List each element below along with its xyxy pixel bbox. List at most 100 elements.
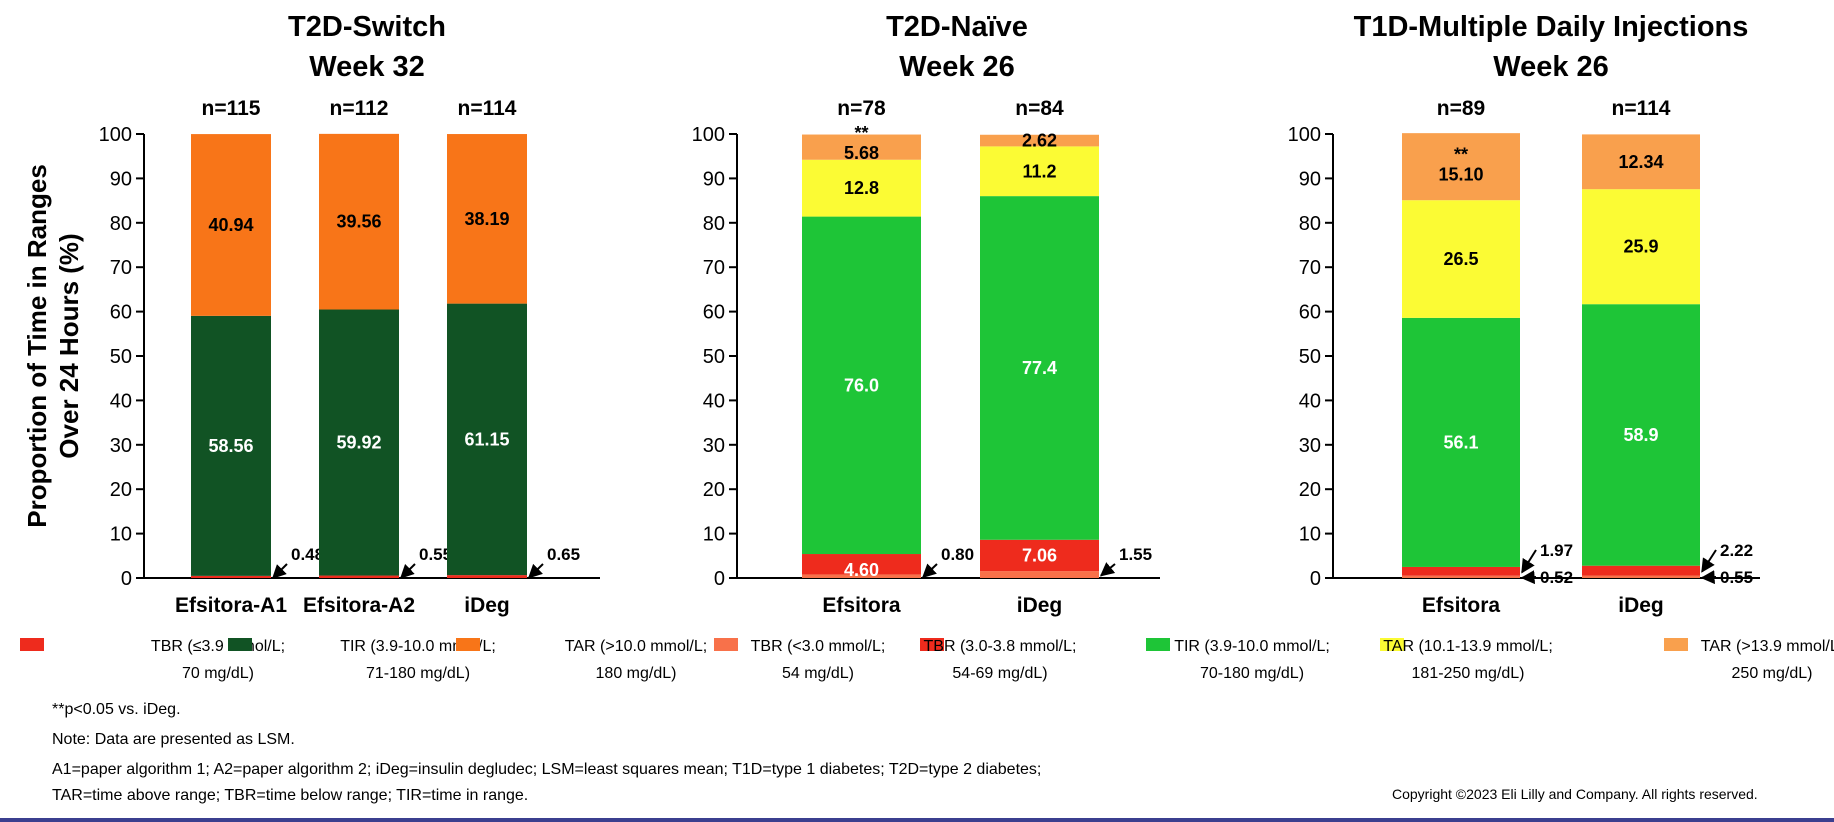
legend-label-line-2: 71-180 mg/dL)	[366, 665, 470, 682]
legend-item: TIR (3.9-10.0 mmol/L; 70-180 mg/dL)	[1146, 638, 1330, 682]
y-tick-label: 40	[703, 390, 725, 412]
data-label: 0.55	[1720, 568, 1753, 587]
sample-size-label: n=89	[1437, 97, 1485, 120]
legend-item: TBR (3.0-3.8 mmol/L; 54-69 mg/dL)	[920, 638, 1076, 682]
sample-size-label: n=78	[837, 97, 886, 120]
data-label: 39.56	[336, 212, 381, 232]
data-label: 0.80	[941, 545, 974, 564]
data-label: 0.55	[419, 545, 452, 564]
copyright-notice: Copyright ©2023 Eli Lilly and Company. A…	[1392, 786, 1758, 802]
legend-swatch	[1380, 638, 1404, 651]
bar-segment-tbr-0	[802, 574, 921, 578]
sample-size-label: n=112	[330, 97, 389, 120]
y-tick-label: 40	[1299, 390, 1321, 412]
y-tick-label: 0	[1310, 568, 1321, 590]
y-tick-label: 30	[110, 435, 132, 457]
legend-label-line-2: 181-250 mg/dL)	[1412, 665, 1525, 682]
legend-swatch	[714, 638, 738, 651]
bar-segment-tir-2	[980, 196, 1099, 540]
bar-segment-tbr-1	[1402, 566, 1520, 576]
bar-segment-tir-1	[191, 315, 271, 576]
data-label: 38.19	[464, 209, 509, 229]
y-tick-label: 80	[110, 213, 132, 235]
bar-segment-tar-4	[1582, 134, 1700, 190]
legend-item: TBR (<3.0 mmol/L; 54 mg/dL)	[714, 638, 885, 682]
bar-ideg: n=84 iDeg 1.55 7.06 77.4 11.2 2.62	[980, 97, 1152, 617]
x-category-label: iDeg	[1017, 594, 1063, 617]
data-label: 59.92	[336, 433, 381, 453]
legend-item: TAR (>10.0 mmol/L; 180 mg/dL)	[456, 638, 707, 682]
chart-subtitle: Week 32	[309, 51, 425, 83]
chart-subtitle: Week 26	[1493, 51, 1609, 83]
bar-segment-tir-2	[802, 216, 921, 555]
data-label: 12.34	[1618, 152, 1663, 172]
bar-segment-tir-2	[1582, 304, 1700, 566]
bar-ideg: n=114 iDeg 0.55 2.22 58.9 25.9 12.34	[1582, 97, 1753, 617]
significance-marker: **	[1454, 145, 1468, 165]
sample-size-label: n=84	[1015, 97, 1064, 120]
legend-label-line-2: 70-180 mg/dL)	[1200, 665, 1304, 682]
y-tick-label: 80	[1299, 213, 1321, 235]
bar-segment-tir-1	[319, 309, 399, 576]
data-label: 26.5	[1443, 249, 1478, 269]
data-label: 7.06	[1022, 545, 1057, 565]
bar-efsitora-a1: n=115 Efsitora-A1 0.48 58.56 40.94	[175, 97, 324, 617]
bottom-rule	[0, 818, 1834, 822]
x-category-label: Efsitora-A2	[303, 594, 415, 617]
y-tick-label: 10	[1299, 524, 1321, 546]
data-label: 0.48	[291, 545, 324, 564]
y-tick-label: 40	[110, 390, 132, 412]
bar-segment-tar-3	[802, 159, 921, 217]
y-tick-label: 60	[1299, 302, 1321, 324]
callout-arrow	[527, 563, 544, 579]
bar-segment-tar-4	[980, 134, 1099, 147]
bar-segment-tbr-1	[980, 539, 1099, 572]
data-label: 58.56	[208, 436, 253, 456]
legend-swatch	[1146, 638, 1170, 651]
chart-title: T1D-Multiple Daily Injections	[1354, 11, 1749, 43]
data-label: 4.60	[844, 560, 879, 580]
data-label: 5.68	[844, 143, 879, 163]
bar-segment-tar-4	[1402, 133, 1520, 201]
data-label: 77.4	[1022, 358, 1057, 378]
legend-label-line-1: TBR (3.0-3.8 mmol/L;	[924, 638, 1077, 655]
data-label: 40.94	[208, 215, 253, 235]
footnote-abbreviations-2: TAR=time above range; TBR=time below ran…	[52, 787, 529, 804]
bar-efsitora: n=89 Efsitora 0.52 1.97 56.1 26.5 **15.10	[1402, 97, 1573, 617]
y-axis-label-line-2: Over 24 Hours (%)	[54, 233, 84, 458]
y-tick-label: 30	[1299, 435, 1321, 457]
legend-label-line-1: TBR (≤3.9 mmol/L;	[151, 638, 285, 655]
footnote-note: Note: Data are presented as LSM.	[52, 731, 295, 748]
y-tick-label: 50	[703, 346, 725, 368]
bar-segment-tar-2	[191, 134, 271, 316]
legend-label-line-2: 54 mg/dL)	[782, 665, 854, 682]
x-category-label: Efsitora	[822, 594, 901, 617]
legend-2: TBR (<3.0 mmol/L; 54 mg/dL) TBR (3.0-3.8 m…	[714, 638, 1834, 682]
y-tick-label: 20	[110, 479, 132, 501]
bar-segment-tbr-0	[980, 571, 1099, 578]
chart-title: T2D-Naïve	[886, 11, 1028, 43]
y-tick-label: 70	[1299, 257, 1321, 279]
legend-label-line-1: TIR (3.9-10.0 mmol/L;	[1174, 638, 1330, 655]
callout-arrow	[400, 563, 416, 579]
y-tick-label: 90	[1299, 168, 1321, 190]
x-category-label: Efsitora-A1	[175, 594, 287, 617]
bar-segment-tar-3	[1582, 189, 1700, 305]
legend-1: TBR (≤3.9 mmol/L;70 mg/dL)TIR (3.9-10.0 …	[20, 638, 707, 682]
callout-arrow	[1520, 570, 1537, 585]
bar-segment-tbr-0	[447, 575, 527, 578]
callout-arrow	[1099, 562, 1116, 577]
data-label: 1.55	[1119, 545, 1152, 564]
y-tick-label: 100	[692, 124, 725, 146]
y-tick-label: 80	[703, 213, 725, 235]
y-tick-label: 70	[703, 257, 725, 279]
chart-subtitle: Week 26	[899, 51, 1015, 83]
data-label: 58.9	[1623, 425, 1658, 445]
y-tick-label: 10	[110, 524, 132, 546]
data-label: 2.22	[1720, 541, 1753, 560]
footnote-significance: **p<0.05 vs. iDeg.	[52, 701, 181, 718]
y-tick-label: 90	[110, 168, 132, 190]
y-axis-label-line-1: Proportion of Time in Ranges	[22, 164, 52, 528]
